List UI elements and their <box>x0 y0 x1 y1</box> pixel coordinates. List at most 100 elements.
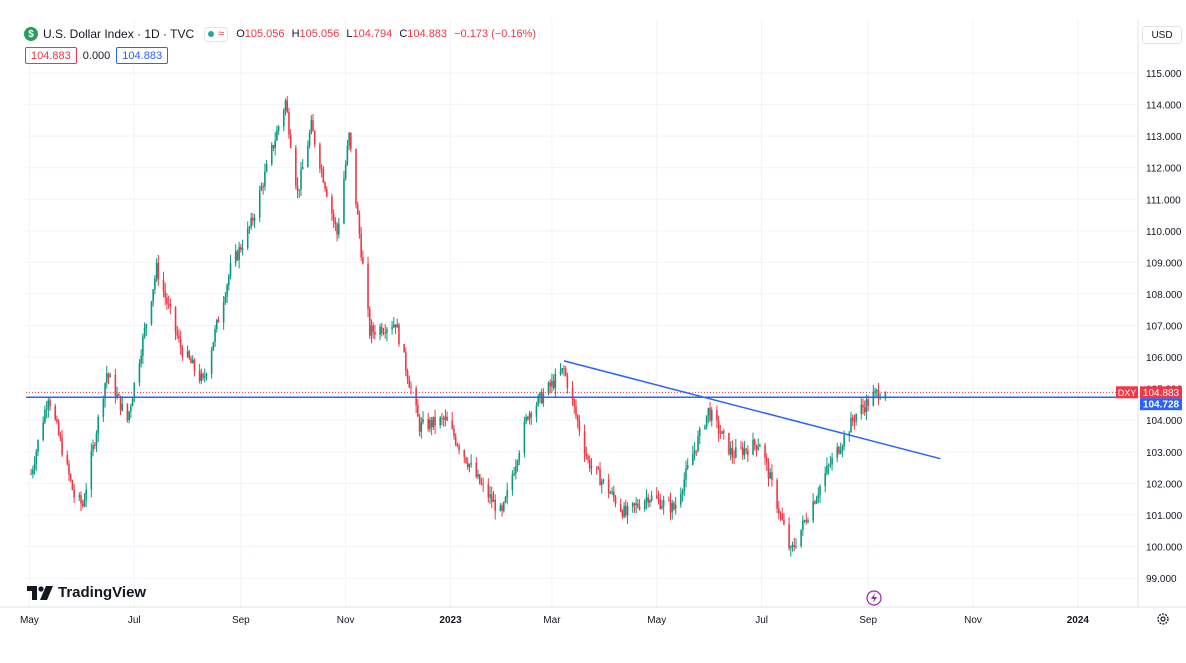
candle-body <box>203 376 206 378</box>
candle-body <box>95 433 98 446</box>
candle-body <box>470 462 472 465</box>
candle-body <box>602 479 605 482</box>
x-tick-label: May <box>647 615 666 626</box>
candle-body <box>155 262 158 279</box>
legend-header: $ U.S. Dollar Index · 1D · TVC ≈ O105.05… <box>24 26 540 42</box>
candle-body <box>54 406 57 420</box>
open-value: 105.056 <box>244 28 285 40</box>
candle-body <box>600 481 603 486</box>
tradingview-logo-icon <box>27 585 53 600</box>
tradingview-logo[interactable]: TradingView <box>27 584 146 601</box>
candle-body <box>118 394 120 396</box>
candle-body <box>332 213 335 221</box>
candle-body <box>807 520 809 523</box>
candle-body <box>817 494 820 499</box>
candle-body <box>45 409 48 411</box>
candle-body <box>336 224 338 235</box>
candle-body <box>571 387 574 400</box>
indicator-value-3: 104.883 <box>116 47 169 64</box>
candle-body <box>133 382 136 399</box>
candle-body <box>710 410 713 421</box>
candle-body <box>537 395 539 406</box>
candle-body <box>747 450 749 455</box>
candle-body <box>729 447 732 455</box>
candle-body <box>755 445 758 450</box>
candle-body <box>164 291 167 298</box>
candle-body <box>607 479 610 494</box>
candle-body <box>169 304 172 307</box>
market-status[interactable]: ≈ <box>204 26 229 42</box>
candle-body <box>655 495 658 499</box>
candle-body <box>176 331 179 336</box>
candle-body <box>619 504 622 512</box>
candle-body <box>829 464 832 466</box>
candle-body <box>114 375 117 398</box>
candle-body <box>659 499 662 509</box>
candle-body <box>408 379 411 388</box>
candle-body <box>499 505 502 511</box>
candle-body <box>145 324 148 328</box>
candle-body <box>109 375 112 378</box>
candle-body <box>803 520 806 522</box>
candle-body <box>554 374 557 389</box>
candle-body <box>518 452 521 462</box>
candle-body <box>368 308 371 336</box>
candle-body <box>855 414 857 422</box>
candle-body <box>731 447 734 458</box>
candle-body <box>564 368 567 376</box>
candle-body <box>360 234 362 258</box>
candle-body <box>179 338 182 349</box>
candle-body <box>576 415 579 422</box>
candle-body <box>430 419 433 428</box>
gear-icon[interactable] <box>1156 612 1170 626</box>
candle-body <box>234 251 237 264</box>
candle-body <box>331 196 333 214</box>
candle-body <box>68 463 70 475</box>
x-tick-label: 2024 <box>1067 615 1090 626</box>
candle-body <box>805 520 808 523</box>
candle-body <box>559 371 562 375</box>
currency-button[interactable]: USD <box>1142 26 1182 44</box>
candle-body <box>30 473 32 475</box>
candle-body <box>154 278 156 290</box>
candle-body <box>745 448 747 451</box>
x-tick-label: Jul <box>128 615 141 626</box>
candle-body <box>623 505 625 517</box>
candle-body <box>356 204 359 215</box>
candle-body <box>140 355 142 364</box>
candle-body <box>841 446 844 451</box>
candle-body <box>599 469 601 486</box>
symbol-title[interactable]: U.S. Dollar Index · 1D · TVC <box>43 27 195 41</box>
candle-body <box>542 393 545 404</box>
candle-body <box>501 505 503 511</box>
candle-body <box>478 474 481 484</box>
candle-body <box>643 500 646 509</box>
candle-body <box>585 453 588 457</box>
candle-body <box>288 112 290 135</box>
x-tick-label: May <box>20 615 39 626</box>
candle-body <box>578 421 581 432</box>
candle-body <box>587 456 589 460</box>
candle-body <box>391 327 393 330</box>
bolt-icon[interactable] <box>866 590 882 606</box>
y-tick-label: 115.000 <box>1146 69 1182 80</box>
candle-body <box>422 419 424 423</box>
candle-body <box>824 473 826 487</box>
candle-body <box>174 306 177 332</box>
candle-body <box>439 417 442 426</box>
y-tick-label: 113.000 <box>1146 132 1182 143</box>
candle-body <box>765 458 768 463</box>
high-value: 105.056 <box>299 28 340 40</box>
candle-body <box>228 275 230 286</box>
change-value: −0.173 (−0.16%) <box>454 28 537 40</box>
candle-body <box>205 374 208 377</box>
candle-body <box>240 247 242 250</box>
indicator-value-1: 104.883 <box>25 47 77 64</box>
candle-body <box>638 506 641 509</box>
candle-body <box>626 506 629 516</box>
candle-body <box>776 480 778 509</box>
candle-body <box>59 434 62 439</box>
candle-body <box>66 454 69 464</box>
candle-body <box>393 324 395 328</box>
